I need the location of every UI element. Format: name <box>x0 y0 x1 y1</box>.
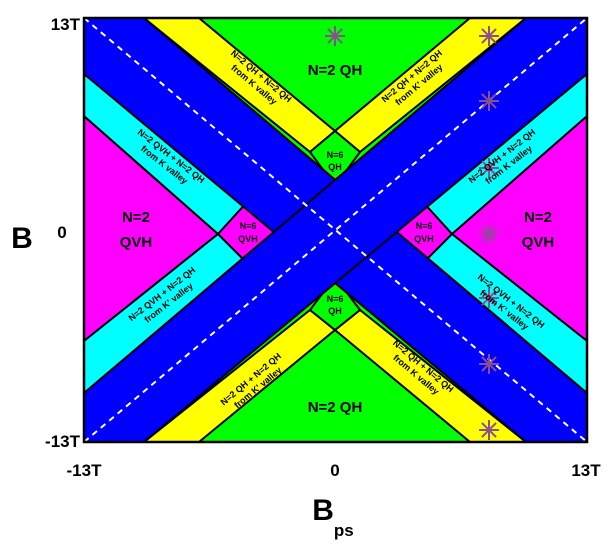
right-qvh-label-1: N=2 <box>524 209 552 226</box>
n6-right-label-1: N=6 <box>416 221 433 231</box>
n6-left-label-1: N=6 <box>240 221 257 231</box>
n6-top-label-2: QH <box>328 162 342 172</box>
x-tick-right: 13T <box>571 461 601 480</box>
star-marker <box>479 354 499 374</box>
plot-frame <box>82 16 589 444</box>
n6-right-label-2: QVH <box>414 234 434 244</box>
y-tick-bottom: -13T <box>45 432 81 451</box>
bottom-qh-label: N=2 QH <box>308 399 363 416</box>
star-marker <box>325 26 345 46</box>
left-qvh-label-2: QVH <box>120 234 153 251</box>
n6-left-label-2: QVH <box>238 234 258 244</box>
right-qvh-label-2: QVH <box>522 234 555 251</box>
left-qvh-label-1: N=2 <box>122 209 150 226</box>
star-markers <box>325 26 499 440</box>
top-qh-label: N=2 QH <box>308 62 363 79</box>
n6-bottom-label-2: QH <box>328 306 342 316</box>
y-tick-top: 13T <box>51 15 81 34</box>
star-marker <box>479 26 499 46</box>
x-tick-mid: 0 <box>330 461 339 480</box>
star-marker <box>479 288 499 308</box>
n6-bottom-label-1: N=6 <box>327 294 344 304</box>
n6-top-label-1: N=6 <box>327 150 344 160</box>
x-axis-title: Bps <box>312 494 354 540</box>
star-marker <box>479 158 499 178</box>
star-marker <box>479 420 499 440</box>
star-marker <box>479 224 499 244</box>
blue-band-ascending <box>84 18 587 442</box>
x-axis-title-subscript: ps <box>334 521 354 540</box>
star-marker <box>479 91 499 111</box>
x-axis-title-main: B <box>312 494 334 527</box>
y-tick-mid: 0 <box>57 223 66 242</box>
y-axis-title: B <box>11 222 33 255</box>
x-tick-left: -13T <box>67 461 103 480</box>
